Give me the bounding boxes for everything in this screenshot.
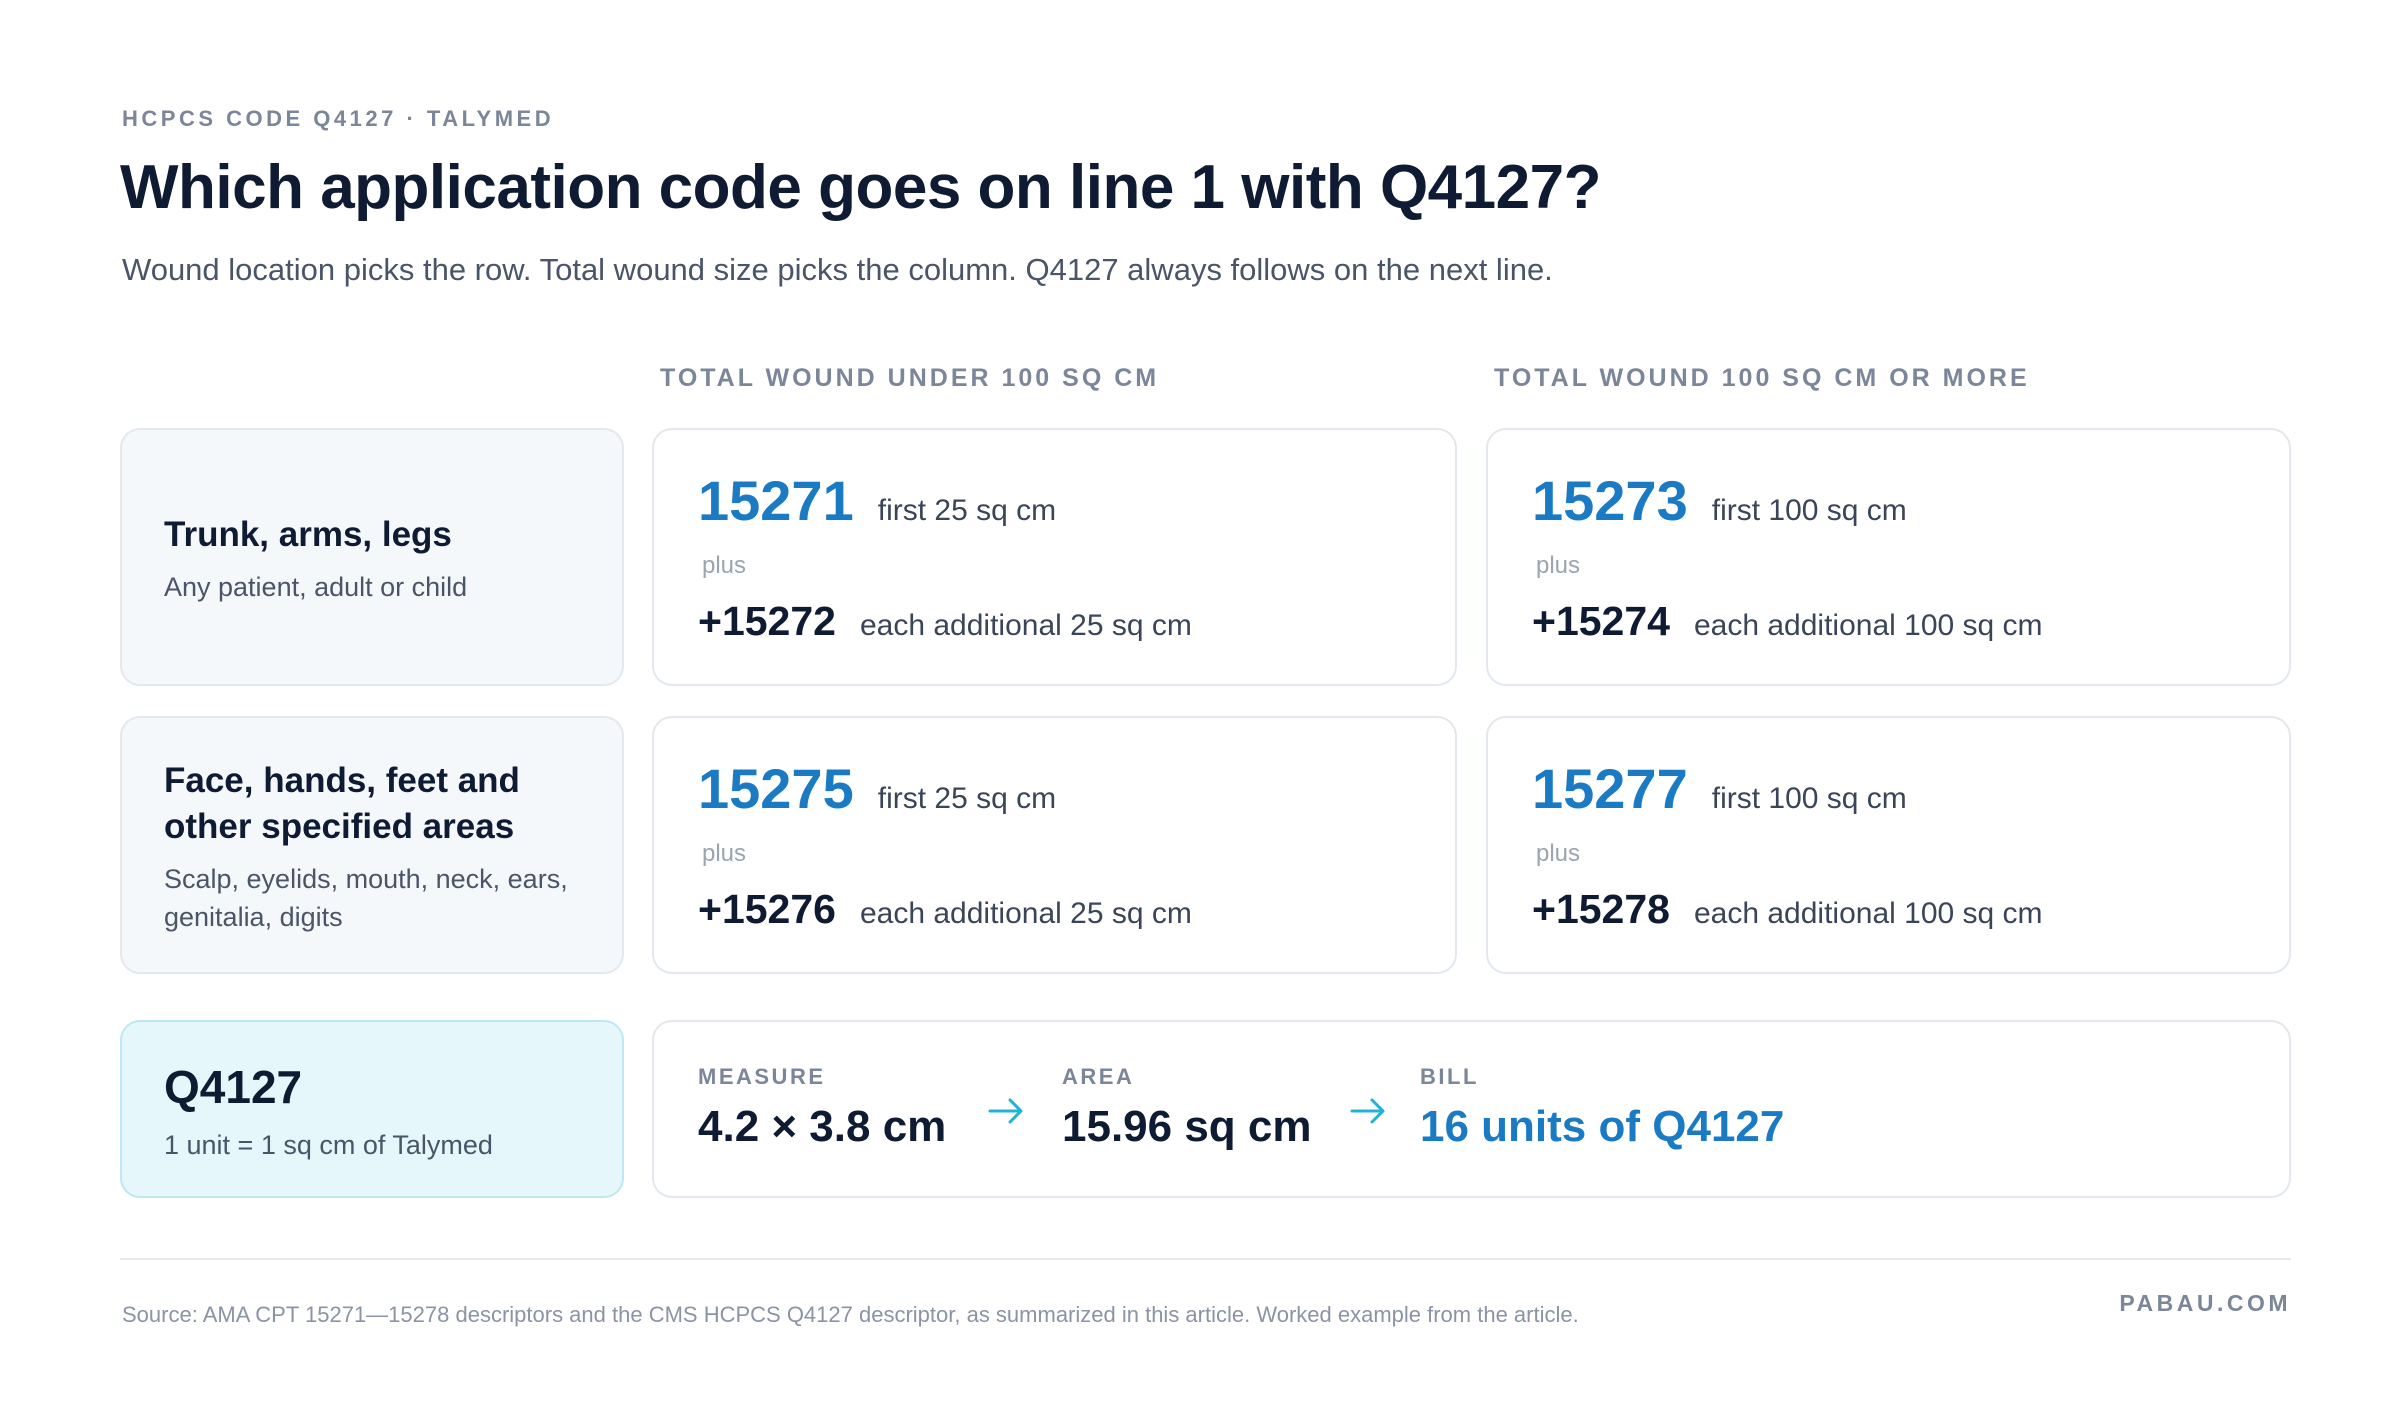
add-on-code-note: each additional 100 sq cm: [1693, 897, 2043, 930]
row-name: Trunk, arms, legs: [164, 515, 452, 554]
plus-label: plus: [702, 840, 747, 867]
plus-label: plus: [1536, 840, 1581, 867]
row-card-trunk-arms-legs: Trunk, arms, legs Any patient, adult or …: [120, 428, 624, 686]
row-label: Trunk, arms, legs Any patient, adult or …: [164, 512, 604, 606]
primary-code-note: first 100 sq cm: [1711, 494, 1907, 527]
measure-step: MEASURE 4.2 × 3.8 cm: [698, 1064, 946, 1152]
measure-label: MEASURE: [698, 1064, 826, 1089]
code-card-face-over-100: 15277 first 100 sq cm plus +15278 each a…: [1486, 716, 2291, 974]
add-on-code-note: each additional 100 sq cm: [1693, 609, 2043, 642]
add-on-code: +15274: [1532, 598, 1670, 644]
plus-label: plus: [1536, 552, 1581, 579]
row-description-line-2: genitalia, digits: [164, 902, 343, 932]
q4127-card: Q4127 1 unit = 1 sq cm of Talymed: [120, 1020, 624, 1198]
row-description-line-1: Scalp, eyelids, mouth, neck, ears,: [164, 864, 568, 894]
primary-code-line: 15277 first 100 sq cm: [1532, 756, 1907, 821]
area-label: AREA: [1062, 1064, 1135, 1089]
primary-code-note: first 100 sq cm: [1711, 782, 1907, 815]
row-name-line-2: other specified areas: [164, 807, 515, 846]
arrow-right-icon: [1350, 1098, 1385, 1124]
column-header-under-100: TOTAL WOUND UNDER 100 SQ CM: [660, 364, 1160, 392]
q4127-code: Q4127: [164, 1061, 303, 1113]
code-card-trunk-over-100: 15273 first 100 sq cm plus +15274 each a…: [1486, 428, 2291, 686]
primary-code-line: 15273 first 100 sq cm: [1532, 468, 1907, 533]
primary-code: 15273: [1532, 469, 1688, 532]
page-title: Which application code goes on line 1 wi…: [120, 153, 1601, 222]
row-label: Face, hands, feet and other specified ar…: [164, 758, 604, 936]
measure-value: 4.2 × 3.8 cm: [698, 1102, 947, 1151]
row-name: Face, hands, feet and other specified ar…: [164, 758, 604, 850]
column-header-over-100: TOTAL WOUND 100 SQ CM OR MORE: [1494, 364, 2030, 392]
plus-label: plus: [702, 552, 747, 579]
row-description: Scalp, eyelids, mouth, neck, ears, genit…: [164, 860, 604, 936]
primary-code: 15277: [1532, 757, 1688, 820]
worked-example-card: MEASURE 4.2 × 3.8 cm AREA 15.96 sq cm BI…: [652, 1020, 2291, 1198]
add-on-code: +15276: [698, 886, 836, 932]
q4127-unit-description: 1 unit = 1 sq cm of Talymed: [164, 1130, 493, 1160]
area-step: AREA 15.96 sq cm: [1062, 1064, 1312, 1152]
add-on-code: +15272: [698, 598, 836, 644]
primary-code-note: first 25 sq cm: [877, 494, 1057, 527]
bill-step: BILL 16 units of Q4127: [1420, 1064, 1784, 1152]
area-value: 15.96 sq cm: [1062, 1102, 1312, 1151]
arrow-right-icon: [988, 1098, 1023, 1124]
add-on-code-note: each additional 25 sq cm: [859, 897, 1192, 930]
add-on-code-note: each additional 25 sq cm: [859, 609, 1192, 642]
bill-label: BILL: [1420, 1064, 1479, 1089]
add-on-code-line: +15278 each additional 100 sq cm: [1532, 886, 2043, 933]
code-card-trunk-under-100: 15271 first 25 sq cm plus +15272 each ad…: [652, 428, 1457, 686]
source-note: Source: AMA CPT 15271—15278 descriptors …: [122, 1302, 1579, 1327]
page-subtitle: Wound location picks the row. Total woun…: [122, 252, 1553, 287]
primary-code-note: first 25 sq cm: [877, 782, 1057, 815]
add-on-code-line: +15272 each additional 25 sq cm: [698, 598, 1192, 645]
add-on-code-line: +15274 each additional 100 sq cm: [1532, 598, 2043, 645]
row-card-face-hands-feet: Face, hands, feet and other specified ar…: [120, 716, 624, 974]
footer-divider: [120, 1258, 2291, 1260]
row-name-line-1: Face, hands, feet and: [164, 761, 520, 800]
primary-code: 15275: [698, 757, 854, 820]
code-card-face-under-100: 15275 first 25 sq cm plus +15276 each ad…: [652, 716, 1457, 974]
brand-link[interactable]: PABAU.COM: [2119, 1290, 2291, 1316]
eyebrow: HCPCS CODE Q4127 · TALYMED: [122, 106, 555, 131]
add-on-code: +15278: [1532, 886, 1670, 932]
bill-value: 16 units of Q4127: [1420, 1102, 1785, 1151]
row-description: Any patient, adult or child: [164, 572, 468, 602]
primary-code-line: 15271 first 25 sq cm: [698, 468, 1056, 533]
primary-code-line: 15275 first 25 sq cm: [698, 756, 1056, 821]
primary-code: 15271: [698, 469, 854, 532]
add-on-code-line: +15276 each additional 25 sq cm: [698, 886, 1192, 933]
